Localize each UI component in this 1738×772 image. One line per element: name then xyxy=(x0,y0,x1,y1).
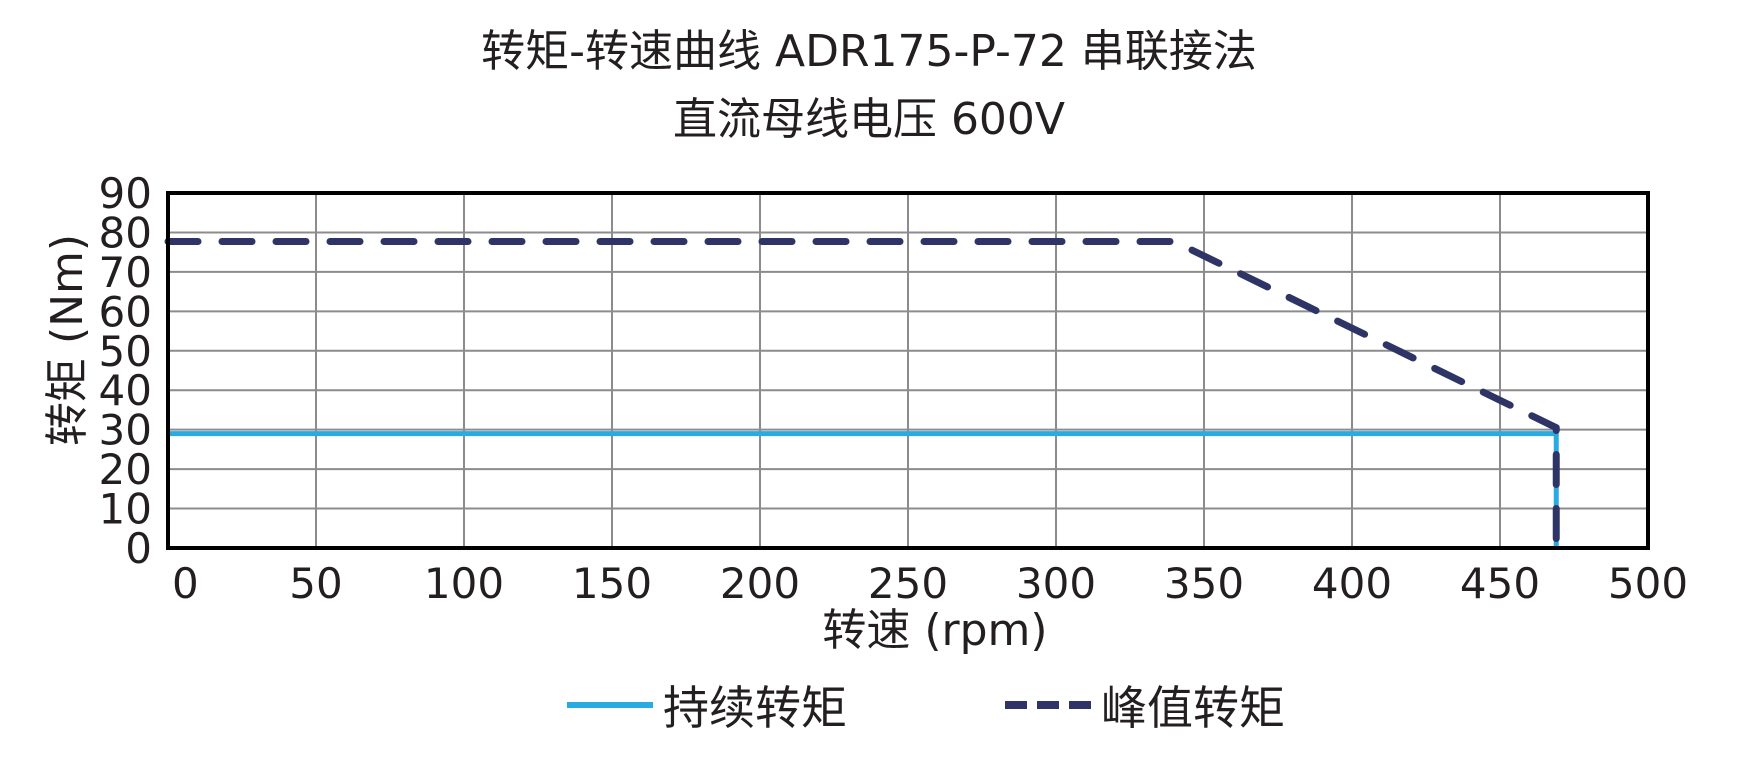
chart-title: 转矩-转速曲线 ADR175-P-72 串联接法 xyxy=(481,26,1257,77)
continuous-torque-line xyxy=(168,431,1559,548)
x-tick-label: 150 xyxy=(572,559,652,608)
x-tick-label: 450 xyxy=(1460,559,1540,608)
continuous-torque-swatch xyxy=(567,702,653,708)
y-tick-label: 40 xyxy=(99,366,152,415)
chart-subtitle: 直流母线电压 600V xyxy=(672,94,1066,145)
legend-item-continuous: 持续转矩 xyxy=(567,672,847,738)
x-tick-label: 50 xyxy=(289,559,342,608)
x-axis-label: 转速 (rpm) xyxy=(822,605,1047,656)
y-tick-label: 90 xyxy=(99,169,152,218)
legend-label-peak: 峰值转矩 xyxy=(1101,681,1285,735)
x-tick-label: 0 xyxy=(172,559,199,608)
x-tick-label: 250 xyxy=(868,559,948,608)
x-axis-ticks: 0 50 100 150 200 250 300 350 400 450 500 xyxy=(172,559,1688,608)
peak-torque-line xyxy=(164,238,1560,552)
y-tick-label: 0 xyxy=(125,524,152,573)
x-tick-label: 100 xyxy=(424,559,504,608)
y-tick-label: 10 xyxy=(99,485,152,534)
x-tick-label: 200 xyxy=(720,559,800,608)
legend-label-continuous: 持续转矩 xyxy=(663,681,847,735)
grid-lines xyxy=(167,192,1649,549)
y-tick-label: 60 xyxy=(99,287,152,336)
x-tick-label: 300 xyxy=(1016,559,1096,608)
y-tick-label: 20 xyxy=(99,445,152,494)
legend-item-peak: 峰值转矩 xyxy=(1005,672,1285,738)
series-lines xyxy=(164,238,1560,552)
y-tick-label: 70 xyxy=(99,248,152,297)
x-tick-label: 350 xyxy=(1164,559,1244,608)
x-tick-label: 400 xyxy=(1312,559,1392,608)
peak-torque-swatch xyxy=(1005,701,1091,709)
plot-frame xyxy=(166,191,1650,550)
y-axis-label: 转矩 (Nm) xyxy=(42,234,93,446)
x-tick-label: 500 xyxy=(1608,559,1688,608)
y-tick-label: 50 xyxy=(99,327,152,376)
y-tick-label: 80 xyxy=(99,208,152,257)
y-tick-label: 30 xyxy=(99,406,152,455)
